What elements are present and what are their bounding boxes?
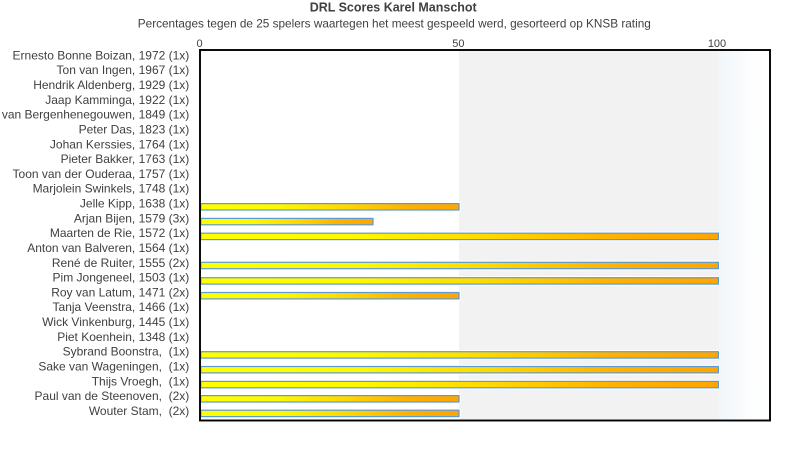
- svg-text:Maarten de Rie, 1572 (1x): Maarten de Rie, 1572 (1x): [50, 226, 189, 240]
- svg-text:Thijs Vroegh, (1x): Thijs Vroegh, (1x): [92, 374, 190, 388]
- svg-text:van Bergenhenegouwen, 1849 (1x: van Bergenhenegouwen, 1849 (1x): [2, 108, 189, 122]
- svg-text:Ernesto Bonne Boizan, 1972 (1x: Ernesto Bonne Boizan, 1972 (1x): [13, 48, 190, 62]
- svg-text:Ton van Ingen, 1967 (1x): Ton van Ingen, 1967 (1x): [57, 63, 190, 77]
- svg-text:Jelle Kipp, 1638 (1x): Jelle Kipp, 1638 (1x): [80, 197, 189, 211]
- svg-text:Anton van Balveren, 1564 (1x): Anton van Balveren, 1564 (1x): [27, 241, 189, 255]
- svg-text:René de Ruiter, 1555 (2x): René de Ruiter, 1555 (2x): [52, 256, 189, 270]
- svg-text:Sake van Wageningen, (1x): Sake van Wageningen, (1x): [38, 359, 189, 373]
- svg-text:Pim Jongeneel, 1503 (1x): Pim Jongeneel, 1503 (1x): [53, 271, 190, 285]
- svg-text:Johan Kerssies, 1764 (1x): Johan Kerssies, 1764 (1x): [50, 137, 189, 151]
- svg-text:Marjolein Swinkels, 1748 (1x): Marjolein Swinkels, 1748 (1x): [33, 182, 190, 196]
- svg-text:Pieter Bakker, 1763 (1x): Pieter Bakker, 1763 (1x): [61, 152, 190, 166]
- svg-text:Toon van der Ouderaa, 1757 (1x: Toon van der Ouderaa, 1757 (1x): [13, 167, 190, 181]
- svg-text:Peter Das, 1823 (1x): Peter Das, 1823 (1x): [79, 123, 190, 137]
- svg-text:Arjan Bijen, 1579 (3x): Arjan Bijen, 1579 (3x): [74, 211, 189, 225]
- svg-text:100: 100: [708, 38, 726, 50]
- svg-text:Jaap Kamminga, 1922 (1x): Jaap Kamminga, 1922 (1x): [45, 93, 189, 107]
- svg-text:Wouter Stam, (2x): Wouter Stam, (2x): [89, 404, 189, 418]
- svg-text:Percentages tegen de 25 speler: Percentages tegen de 25 spelers waartege…: [138, 16, 651, 30]
- svg-text:Roy van Latum, 1471 (2x): Roy van Latum, 1471 (2x): [51, 285, 189, 299]
- svg-text:Sybrand Boonstra, (1x): Sybrand Boonstra, (1x): [63, 345, 190, 359]
- svg-text:Hendrik Aldenberg, 1929 (1x): Hendrik Aldenberg, 1929 (1x): [33, 78, 189, 92]
- svg-text:Piet Koenhein, 1348 (1x): Piet Koenhein, 1348 (1x): [57, 330, 189, 344]
- svg-text:Paul van de Steenoven, (2x): Paul van de Steenoven, (2x): [35, 389, 190, 403]
- svg-text:Wick Vinkenburg, 1445 (1x): Wick Vinkenburg, 1445 (1x): [42, 315, 189, 329]
- svg-text:50: 50: [452, 38, 464, 50]
- svg-text:DRL Scores Karel Manschot: DRL Scores Karel Manschot: [310, 1, 478, 15]
- svg-text:Tanja Veenstra, 1466 (1x): Tanja Veenstra, 1466 (1x): [53, 300, 190, 314]
- svg-text:0: 0: [196, 38, 202, 50]
